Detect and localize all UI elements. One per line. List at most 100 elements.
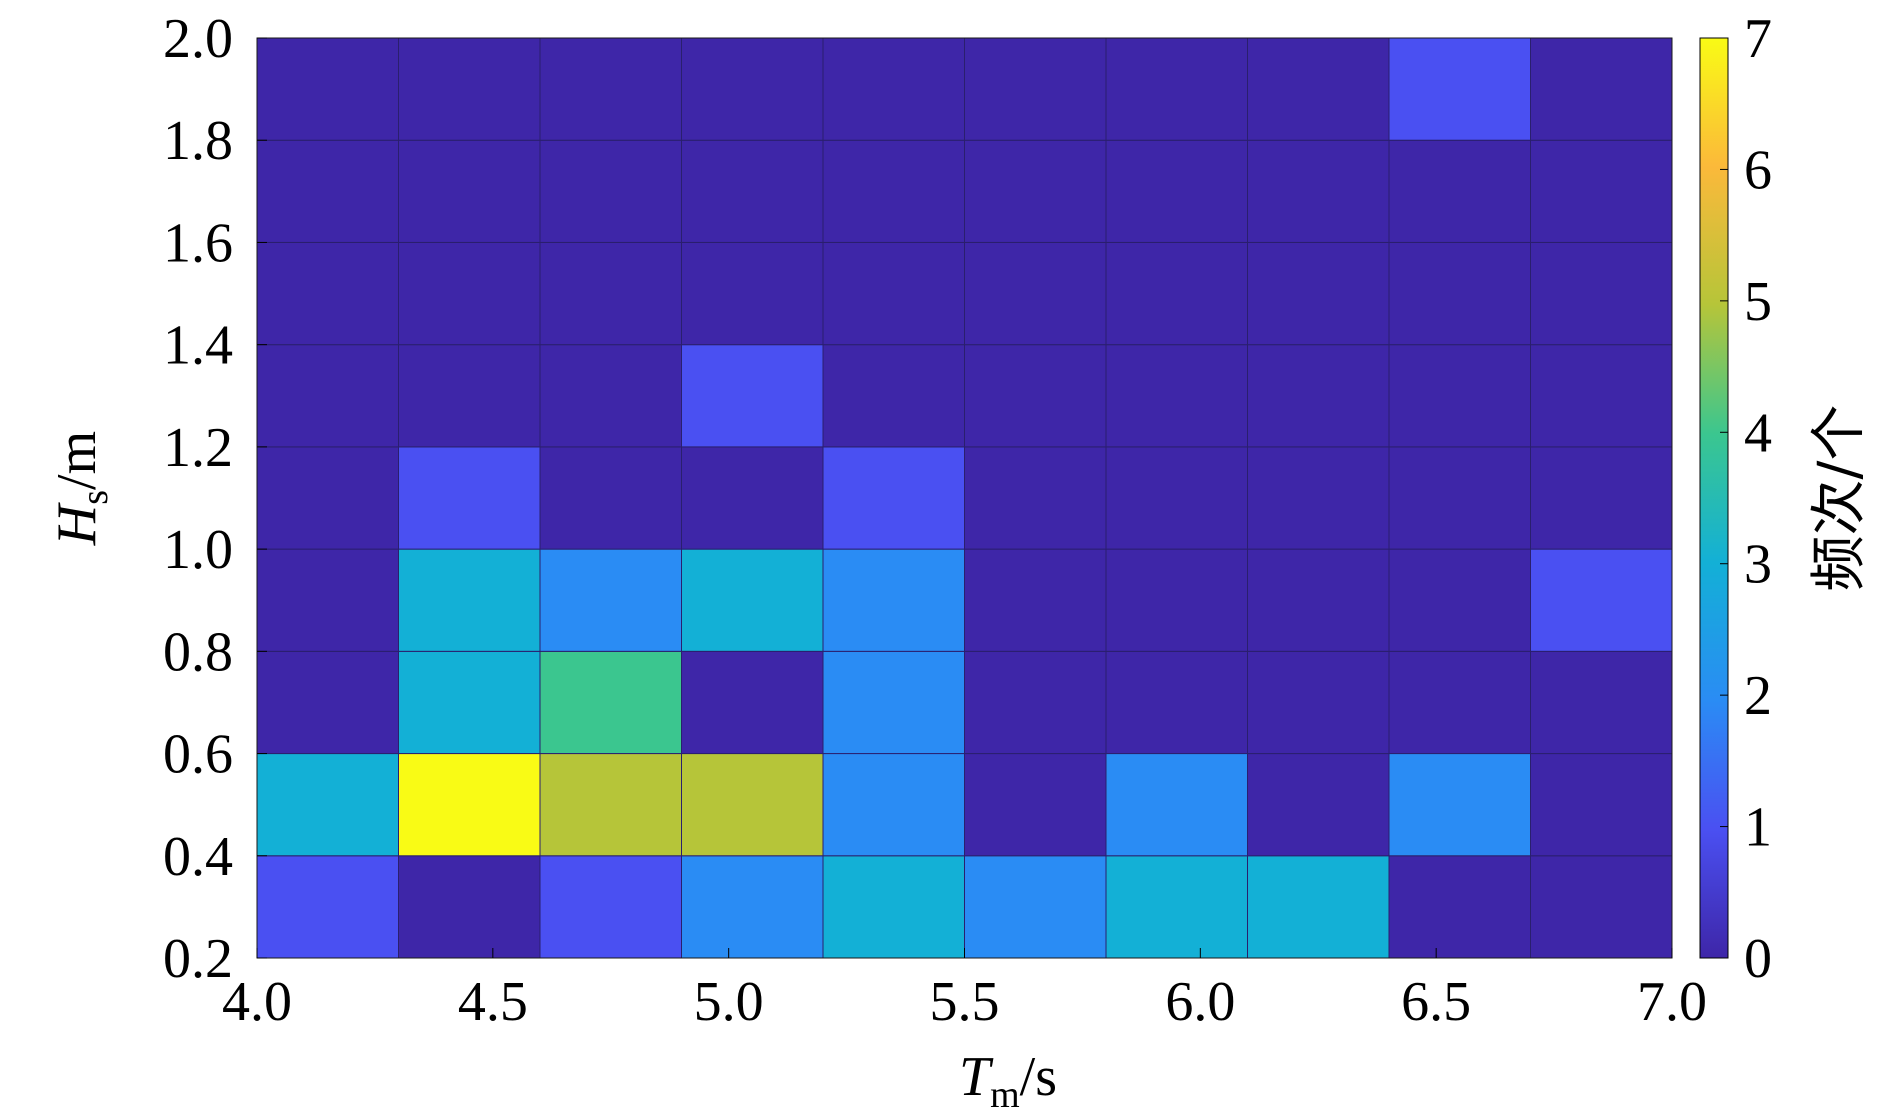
y-axis-title: Hs/m — [46, 431, 116, 546]
heatmap-cell — [539, 139, 682, 243]
heatmap-cell — [964, 446, 1107, 550]
heatmap-cell — [256, 241, 399, 346]
heatmap-cell — [681, 446, 824, 550]
heatmap-cell — [539, 37, 682, 141]
heatmap-cells — [256, 37, 1673, 959]
heatmap-cell — [681, 753, 824, 857]
x-tick-label: 6.0 — [1165, 971, 1235, 1033]
heatmap-cell — [256, 650, 399, 755]
heatmap-cell — [1247, 446, 1390, 550]
colorbar-tick-label: 2 — [1744, 665, 1772, 727]
heatmap-cell — [964, 855, 1107, 959]
y-tick-label: 1.4 — [163, 315, 233, 377]
heatmap-cell — [964, 548, 1107, 652]
heatmap-cell — [256, 344, 399, 448]
y-axis-title-unit: /m — [46, 431, 108, 490]
heatmap-cell — [681, 855, 824, 959]
x-tick-label: 4.0 — [222, 971, 292, 1033]
y-tick-label: 1.2 — [163, 417, 233, 479]
heatmap-cell — [539, 650, 682, 755]
y-axis-title-main: H — [46, 502, 108, 546]
y-tick-label: 2.0 — [163, 8, 233, 70]
heatmap-cell — [256, 37, 399, 141]
heatmap-cell — [1105, 139, 1248, 243]
y-tick-label: 0.2 — [163, 928, 233, 990]
x-axis-title-sub: m — [990, 1074, 1020, 1115]
heatmap-cell — [539, 548, 682, 652]
heatmap-cell — [822, 446, 965, 550]
heatmap-cell — [1247, 855, 1390, 959]
colorbar — [1699, 37, 1729, 959]
heatmap-cell — [398, 753, 541, 857]
heatmap-cell — [822, 855, 965, 959]
heatmap-cell — [1530, 650, 1673, 755]
y-tick-label: 0.6 — [163, 724, 233, 786]
heatmap-cell — [681, 344, 824, 448]
heatmap-cell — [822, 753, 965, 857]
heatmap-cell — [1530, 548, 1673, 652]
heatmap-cell — [1388, 344, 1531, 448]
heatmap-cell — [256, 855, 399, 959]
heatmap-cell — [1105, 650, 1248, 755]
heatmap-cell — [681, 241, 824, 346]
heatmap-cell — [1388, 855, 1531, 959]
x-tick-label: 5.0 — [694, 971, 764, 1033]
colorbar-tick-label: 7 — [1744, 8, 1772, 70]
heatmap-cell — [1388, 650, 1531, 755]
heatmap-cell — [539, 446, 682, 550]
heatmap-cell — [822, 241, 965, 346]
heatmap-cell — [822, 650, 965, 755]
heatmap-cell — [398, 37, 541, 141]
colorbar-ticks: 0 1 2 3 4 5 6 7 — [1720, 8, 1772, 990]
heatmap-cell — [822, 548, 965, 652]
heatmap-cell — [398, 855, 541, 959]
y-axis-title-sub: s — [74, 490, 116, 505]
heatmap-cell — [822, 139, 965, 243]
colorbar-tick-label: 0 — [1744, 928, 1772, 990]
heatmap-cell — [681, 650, 824, 755]
heatmap-cell — [1530, 241, 1673, 346]
heatmap-cell — [1105, 37, 1248, 141]
heatmap-cell — [964, 753, 1107, 857]
colorbar-tick-label: 3 — [1744, 534, 1772, 596]
heatmap-cell — [1247, 650, 1390, 755]
heatmap-cell — [1105, 344, 1248, 448]
heatmap-cell — [539, 241, 682, 346]
heatmap-cell — [1388, 446, 1531, 550]
heatmap-cell — [1105, 753, 1248, 857]
heatmap-cell — [1388, 548, 1531, 652]
x-tick-label: 5.5 — [930, 971, 1000, 1033]
heatmap-cell — [681, 37, 824, 141]
heatmap-cell — [1105, 548, 1248, 652]
heatmap-cell — [822, 37, 965, 141]
heatmap-cell — [681, 139, 824, 243]
heatmap-cell — [1530, 139, 1673, 243]
heatmap-cell — [1247, 344, 1390, 448]
x-axis-title-unit: /s — [1020, 1046, 1057, 1108]
heatmap-cell — [256, 446, 399, 550]
heatmap-cell — [539, 855, 682, 959]
heatmap-cell — [1247, 139, 1390, 243]
colorbar-tick-label: 1 — [1744, 797, 1772, 859]
heatmap-cell — [256, 139, 399, 243]
heatmap-cell — [398, 548, 541, 652]
heatmap-cell — [1530, 753, 1673, 857]
heatmap-cell — [1530, 446, 1673, 550]
heatmap-cell — [398, 650, 541, 755]
y-tick-label: 0.8 — [163, 621, 233, 683]
heatmap-cell — [1388, 753, 1531, 857]
y-tick-label: 1.6 — [163, 212, 233, 274]
x-axis-title: Tm/s — [959, 1046, 1057, 1115]
heatmap-cell — [256, 548, 399, 652]
heatmap-cell — [1530, 855, 1673, 959]
colorbar-title: 频次/个 — [1807, 405, 1872, 592]
y-tick-label: 1.0 — [163, 519, 233, 581]
heatmap-cell — [964, 37, 1107, 141]
heatmap-cell — [1530, 344, 1673, 448]
heatmap-cell — [1388, 139, 1531, 243]
heatmap-cell — [1247, 37, 1390, 141]
x-axis-title-main: T — [959, 1046, 994, 1108]
heatmap-cell — [398, 344, 541, 448]
heatmap-cell — [1247, 753, 1390, 857]
